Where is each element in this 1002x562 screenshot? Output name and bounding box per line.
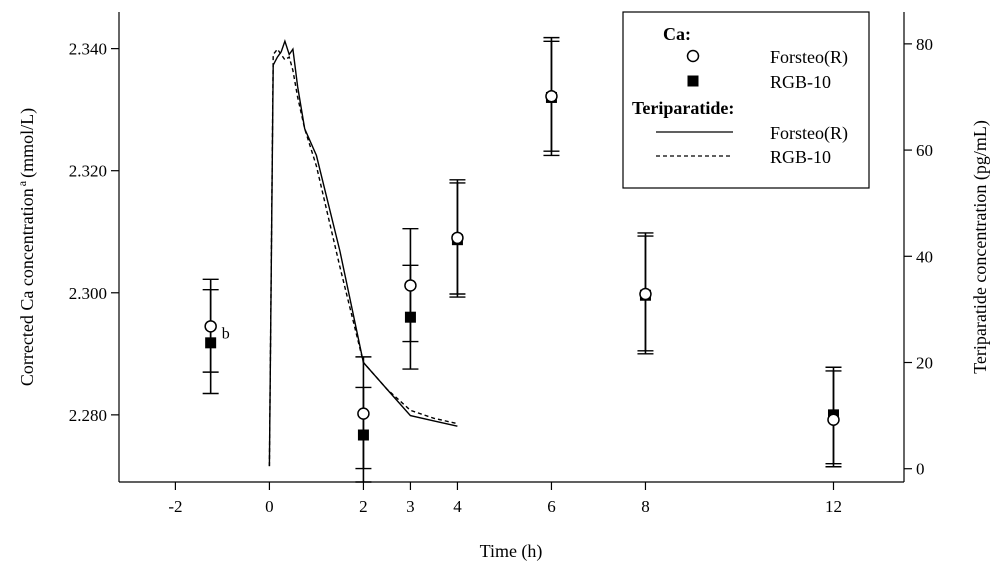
y-right-tick-label: 20 (916, 354, 933, 373)
legend-forsteo-line-label: Forsteo(R) (770, 123, 848, 144)
y-axis-left-title: Corrected Ca concentration a (mmol/L) (15, 108, 38, 386)
ca-point-forsteo (639, 287, 652, 301)
y-left-tick-label: 2.300 (69, 284, 107, 303)
y-right-ticks: 0 20 40 60 80 (904, 35, 933, 479)
legend-ca-header: Ca: (663, 24, 691, 44)
legend-rgb10-ca-label: RGB-10 (770, 72, 831, 92)
ca-point-forsteo (545, 89, 558, 103)
legend-forsteo-ca-marker (686, 49, 700, 63)
teriparatide-lines (268, 39, 458, 467)
ca-point-forsteo (827, 413, 840, 426)
x-tick-label: 4 (453, 497, 462, 516)
y-left-tick-label: 2.340 (69, 40, 107, 59)
y-right-tick-label: 0 (916, 460, 925, 479)
y-right-tick-label: 60 (916, 141, 933, 160)
y-right-tick-label: 40 (916, 247, 933, 266)
ca-point-forsteo (404, 279, 417, 292)
legend-forsteo-ca-label: Forsteo(R) (770, 47, 848, 68)
y-axis-left-title-superscript: a (15, 180, 29, 186)
legend-rgb10-ca-marker (687, 75, 699, 87)
legend-teriparatide-header: Teriparatide: (632, 98, 734, 118)
teriparatide-line-forsteo (268, 39, 458, 467)
y-axis-right-title: Teriparatide concentration (pg/mL) (970, 120, 991, 374)
ca-point-forsteo (357, 407, 370, 420)
x-tick-label: 6 (547, 497, 556, 516)
annotation-b: b (222, 325, 230, 342)
ca-point-forsteo (204, 320, 217, 333)
y-axis-left-title-unit: (mmol/L) (17, 108, 38, 178)
x-ticks: -2 0 2 3 4 6 8 12 (168, 482, 842, 516)
y-right-tick-label: 80 (916, 35, 933, 54)
x-tick-label: 3 (406, 497, 415, 516)
x-tick-label: 8 (641, 497, 650, 516)
y-left-ticks: 2.280 2.300 2.320 2.340 (69, 40, 119, 425)
y-axis-left-title-main: Corrected Ca concentration (17, 188, 37, 386)
legend-rgb10-line-label: RGB-10 (770, 147, 831, 167)
x-tick-label: -2 (168, 497, 182, 516)
x-tick-label: 12 (825, 497, 842, 516)
y-left-tick-label: 2.280 (69, 406, 107, 425)
ca-points (202, 36, 842, 483)
legend-box (622, 11, 870, 189)
x-tick-label: 2 (359, 497, 368, 516)
x-tick-label: 0 (265, 497, 274, 516)
y-left-tick-label: 2.320 (69, 162, 107, 181)
teriparatide-line-rgb10 (268, 48, 458, 467)
x-axis-title: Time (h) (480, 541, 543, 562)
axes (118, 12, 905, 483)
ca-point-forsteo (451, 231, 464, 245)
legend: Ca: Forsteo(R) RGB-10 Teriparatide: Fors… (622, 11, 870, 189)
